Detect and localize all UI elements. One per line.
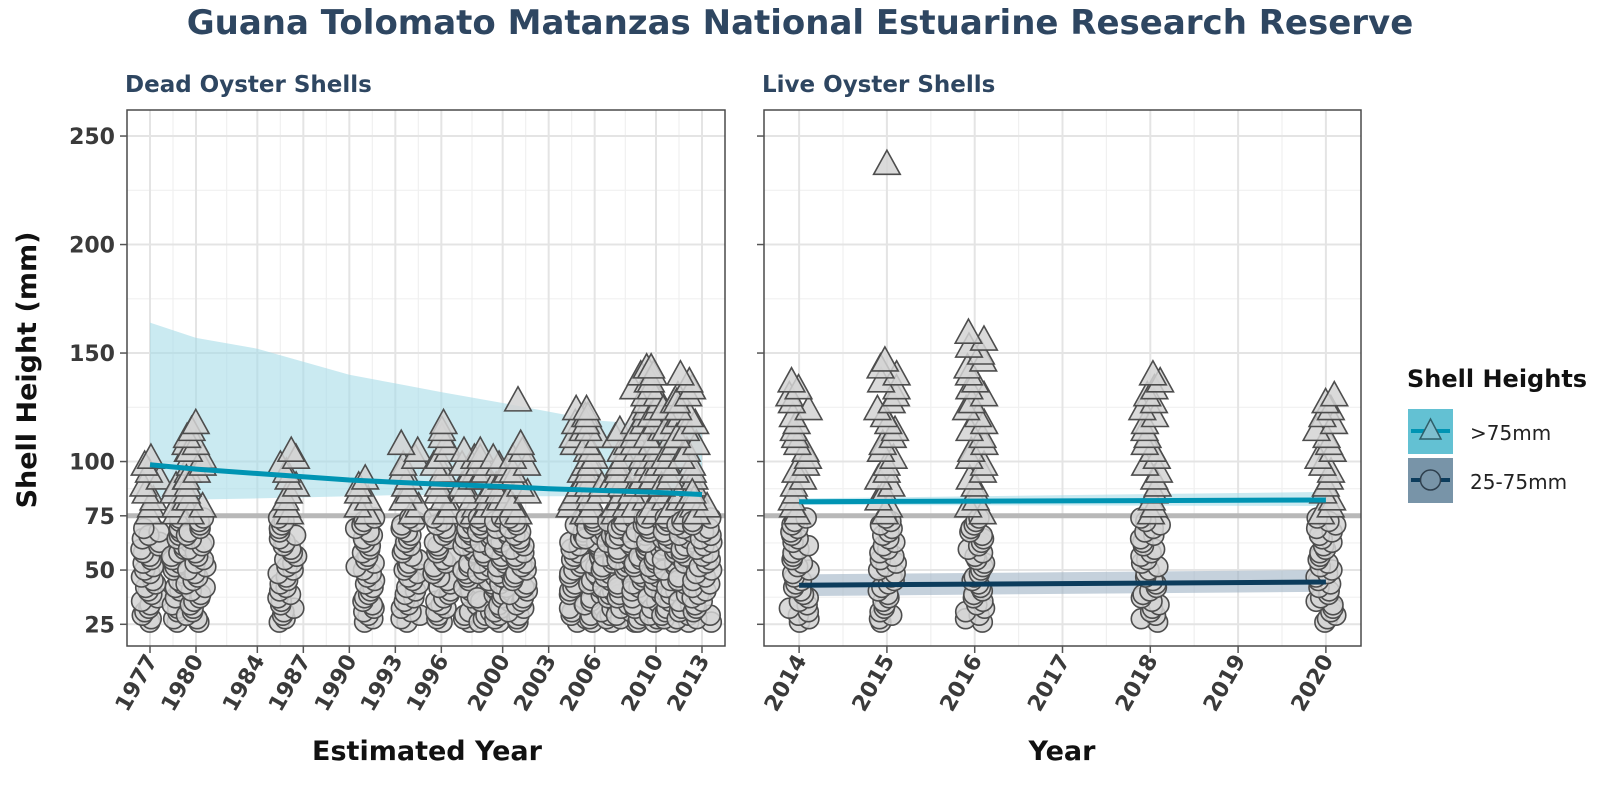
y-tick-label: 200 <box>69 234 115 259</box>
point-triangle <box>478 442 508 469</box>
trend-line-small <box>799 579 1326 588</box>
points <box>128 352 723 633</box>
x-tick-label: 1990 <box>310 651 362 717</box>
x-tick-label: 1993 <box>356 651 408 717</box>
x-tick-label: 2019 <box>1199 651 1251 717</box>
point-triangle <box>953 317 984 344</box>
point-triangle <box>776 366 807 393</box>
point-triangle <box>636 352 666 379</box>
x-tick-label: 1996 <box>402 651 454 717</box>
x-tick-label: 2000 <box>464 651 516 717</box>
y-tick-label: 150 <box>69 342 115 367</box>
x-tick-label: 2017 <box>1023 651 1075 717</box>
x-tick-label: 1977 <box>111 651 163 717</box>
legend-item-small: 25-75mm <box>1408 458 1567 503</box>
legend-triangle-icon <box>1418 417 1443 440</box>
point-triangle <box>136 442 166 469</box>
x-tick-label: 2003 <box>510 651 562 717</box>
x-tick-label: 2006 <box>556 651 608 717</box>
point-triangle <box>681 428 712 456</box>
point-triangle <box>870 345 900 372</box>
x-tick-label: 1987 <box>264 651 316 717</box>
legend-title: Shell Heights <box>1407 365 1587 393</box>
y-tick-label: 75 <box>84 505 115 530</box>
panel-border <box>126 109 726 647</box>
legend-item-large: >75mm <box>1408 409 1551 454</box>
points <box>774 148 1349 633</box>
point-triangle <box>571 393 602 421</box>
y-tick-label: 250 <box>69 125 115 150</box>
point-triangle <box>506 428 536 456</box>
trend-line-large <box>799 497 1326 505</box>
point-triangle <box>428 407 459 435</box>
y-tick-label: 100 <box>69 451 115 476</box>
point-triangle <box>1138 359 1168 386</box>
point-triangle <box>493 484 523 511</box>
x-tick-label: 2018 <box>1111 651 1163 717</box>
legend-label-small: 25-75mm <box>1470 470 1567 494</box>
point-triangle <box>872 148 902 176</box>
point-triangle <box>665 359 696 386</box>
x-tick-label: 2015 <box>848 651 900 717</box>
x-tick-label: 2016 <box>936 650 988 716</box>
panel-live: Live Oyster Shells 2014 2015 2016 2017 2018 20… <box>757 72 1362 717</box>
point-triangle <box>181 407 211 435</box>
y-tick-label: 25 <box>84 613 115 638</box>
y-axis-label: Shell Height (mm) <box>12 232 43 509</box>
x-tick-label: 2014 <box>760 651 812 717</box>
x-tick-label: 2013 <box>663 651 715 717</box>
x-tick-label: 2020 <box>1287 651 1339 717</box>
facet-title: Dead Oyster Shells <box>125 72 372 98</box>
y-tick-label: 50 <box>84 559 115 584</box>
point-triangle <box>1319 379 1349 407</box>
x-tick-label: 2010 <box>617 651 669 717</box>
point-triangle <box>386 428 416 456</box>
legend: Shell Heights >75mm 25-75mm <box>1407 365 1587 503</box>
legend-circle-icon <box>1419 469 1442 491</box>
facet-title: Live Oyster Shells <box>762 72 995 98</box>
x-axis-label-dead: Estimated Year <box>312 736 543 767</box>
point-triangle <box>503 385 533 412</box>
x-tick-label: 1980 <box>157 651 209 717</box>
legend-label-large: >75mm <box>1470 421 1551 445</box>
x-axis-label-live: Year <box>1028 736 1097 767</box>
chart-title: Guana Tolomato Matanzas National Estuari… <box>187 3 1414 43</box>
trend-line-large <box>149 462 703 497</box>
point-triangle <box>276 435 306 463</box>
x-tick-label: 1984 <box>218 651 270 717</box>
